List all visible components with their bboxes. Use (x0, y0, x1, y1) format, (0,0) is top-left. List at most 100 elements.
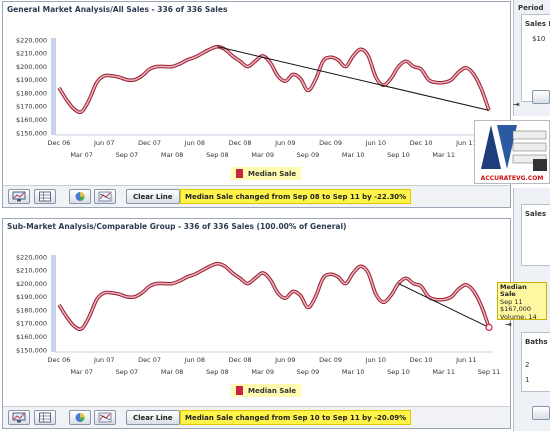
baths-filter-box: Baths 2 1 (521, 332, 550, 392)
status-message: Median Sale changed from Sep 08 to Sep 1… (180, 189, 412, 204)
x-tick-label: Mar 09 (251, 368, 274, 376)
x-tick-label: Jun 10 (365, 139, 387, 147)
sub-market-chart: $150,000 $160,000 $170,000 $180,000 $190,000… (16, 253, 501, 376)
x-tick-label: Mar 08 (161, 151, 184, 159)
y-tick-label: $150,000 (16, 346, 47, 354)
y-tick-label: $170,000 (16, 320, 47, 328)
company-logo: ACCURATEVG.COM (474, 120, 550, 184)
panel-title: Sub-Market Analysis/Comparable Group - 3… (7, 222, 347, 231)
x-tick-label: Sep 11 (478, 368, 501, 376)
y-tick-label: $220,000 (16, 253, 47, 261)
clear-line-button[interactable]: Clear Line (126, 189, 180, 204)
y-tick-label: $190,000 (16, 293, 47, 301)
x-tick-label: Mar 09 (251, 151, 274, 159)
x-tick-label: Sep 07 (116, 368, 139, 376)
general-market-panel: General Market Analysis/All Sales - 336 … (2, 1, 511, 208)
y-axis-bar (51, 255, 56, 352)
x-tick-label: Sep 10 (387, 368, 410, 376)
clear-line-button[interactable]: Clear Line (126, 410, 180, 425)
x-tick-label: Dec 10 (410, 139, 433, 147)
x-tick-label: Dec 06 (48, 139, 71, 147)
median-sale-line (58, 262, 490, 331)
x-tick-label: Dec 06 (48, 356, 71, 364)
legend-label: Median Sale (248, 169, 297, 178)
apply-filter-button[interactable] (532, 90, 550, 104)
y-tick-label: $170,000 (16, 103, 47, 111)
pie-chart-button[interactable] (69, 410, 91, 425)
x-tick-label: Dec 09 (319, 139, 342, 147)
filter-box: Sales (521, 204, 550, 266)
legend-swatch (236, 169, 243, 178)
x-tick-label: Jun 08 (184, 356, 206, 364)
x-tick-label: Mar 11 (432, 151, 455, 159)
y-tick-label: $190,000 (16, 76, 47, 84)
monitor-chart-button[interactable] (8, 189, 30, 204)
baths-label: Baths (525, 338, 548, 346)
avg-logo-mark (477, 123, 547, 173)
expand-arrow-icon[interactable]: ⇥ (513, 100, 520, 109)
y-tick-label: $210,000 (16, 50, 47, 58)
x-tick-label: Mar 10 (342, 151, 365, 159)
y-tick-label: $220,000 (16, 36, 47, 44)
x-tick-label: Mar 10 (342, 368, 365, 376)
pie-chart-icon (75, 413, 85, 422)
x-tick-label: Sep 08 (206, 368, 229, 376)
panel-title: General Market Analysis/All Sales - 336 … (7, 5, 228, 14)
legend-label: Median Sale (248, 386, 297, 395)
table-icon (39, 412, 51, 423)
x-tick-label: Sep 07 (116, 151, 139, 159)
x-tick-label: Dec 09 (319, 356, 342, 364)
trend-line-button[interactable] (94, 189, 116, 204)
trend-line-icon (98, 191, 112, 202)
table-view-button[interactable] (34, 189, 56, 204)
tooltip-date: Sep 11 (500, 297, 523, 306)
x-tick-label: Dec 07 (138, 139, 161, 147)
x-tick-label: Sep 10 (387, 151, 410, 159)
highlighted-data-point (485, 323, 493, 332)
general-market-chart: $150,000 $160,000 $170,000 $180,000 $190,000… (16, 36, 500, 159)
table-view-button[interactable] (34, 410, 56, 425)
x-tick-label: Jun 10 (365, 356, 387, 364)
chart-toolbar: Clear Line Median Sale changed from Sep … (3, 406, 510, 428)
trend-line-button[interactable] (94, 410, 116, 425)
expand-arrow-icon[interactable]: ⇥ (505, 320, 512, 329)
chart-toolbar: Clear Line Median Sale changed from Sep … (3, 185, 510, 207)
y-tick-label: $180,000 (16, 306, 47, 314)
x-tick-label: Jun 07 (93, 139, 115, 147)
logo-url: ACCURATEVG.COM (480, 175, 544, 182)
x-tick-label: Mar 11 (432, 368, 455, 376)
x-tick-label: Mar 07 (70, 151, 93, 159)
trend-line-icon (98, 412, 112, 423)
table-icon (39, 191, 51, 202)
apply-filter-button[interactable] (532, 406, 550, 420)
monitor-chart-button[interactable] (8, 410, 30, 425)
x-tick-label: Sep 08 (206, 151, 229, 159)
y-tick-label: $200,000 (16, 280, 47, 288)
x-tick-label: Dec 10 (410, 356, 433, 364)
x-tick-label: Mar 07 (70, 368, 93, 376)
sub-market-panel: Sub-Market Analysis/Comparable Group - 3… (2, 218, 511, 429)
filter-box: Sales P $10 (521, 14, 550, 102)
pie-chart-icon (75, 192, 85, 201)
x-tick-label: Jun 08 (184, 139, 206, 147)
x-tick-label: Jun 09 (274, 356, 296, 364)
monitor-chart-icon (12, 191, 26, 202)
y-tick-label: $160,000 (16, 333, 47, 341)
right-filter-panel-top: Period Sales P $10 (513, 0, 550, 116)
data-point-tooltip: Median Sale Sep 11 $167,000 Volume: 14 (497, 282, 547, 321)
baths-value-1: 1 (525, 376, 530, 384)
x-tick-label: Jun 09 (274, 139, 296, 147)
monitor-chart-icon (12, 412, 26, 423)
x-tick-label: Dec 08 (229, 356, 252, 364)
period-label: Period (518, 4, 544, 12)
trend-line (217, 46, 490, 111)
x-tick-label: Jun 11 (455, 139, 477, 147)
x-tick-label: Sep 09 (297, 151, 320, 159)
chart-legend: Median Sale (231, 167, 302, 180)
baths-value-2: 2 (525, 361, 530, 369)
x-tick-label: Jun 11 (455, 356, 477, 364)
x-tick-label: Mar 08 (161, 368, 184, 376)
y-tick-label: $200,000 (16, 63, 47, 71)
pie-chart-button[interactable] (69, 189, 91, 204)
tooltip-volume: Volume: 14 (500, 312, 537, 321)
